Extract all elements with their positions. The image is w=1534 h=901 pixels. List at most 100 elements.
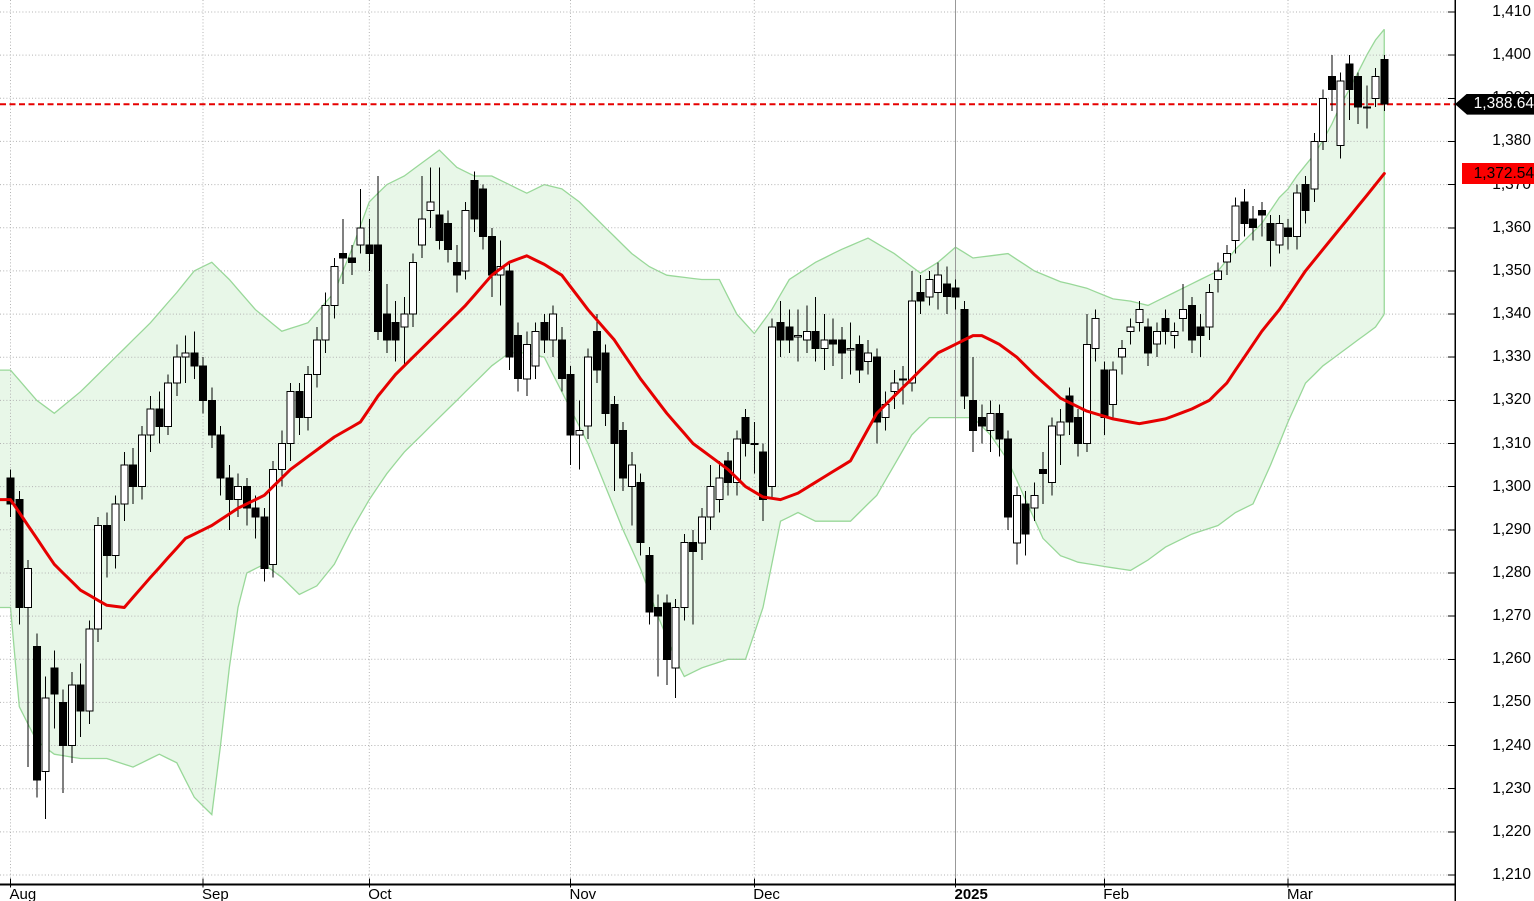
candle	[67, 672, 76, 763]
candle	[1065, 387, 1074, 435]
candle-body-down	[1249, 218, 1257, 229]
candle-body-up	[627, 464, 636, 488]
candle	[584, 348, 592, 440]
candle	[304, 365, 312, 431]
candle	[1021, 491, 1030, 556]
candle-body-down	[190, 352, 199, 367]
candle	[654, 594, 662, 677]
y-axis-label: 1,400	[1492, 46, 1531, 64]
candle-body-down	[1074, 417, 1082, 445]
candle	[146, 396, 155, 453]
candle	[24, 560, 32, 768]
candle-body-down	[435, 214, 444, 242]
candle-body-up	[1126, 326, 1135, 332]
candle-body-down	[199, 365, 207, 401]
candle	[190, 331, 199, 379]
candle	[934, 262, 942, 310]
candle	[365, 219, 374, 271]
candle	[1161, 309, 1170, 345]
candle	[907, 270, 916, 392]
candle	[1179, 283, 1187, 332]
candle-body-up	[111, 503, 120, 557]
candle-body-up	[330, 266, 339, 306]
y-axis-label: 1,270	[1492, 607, 1531, 625]
candle	[592, 314, 601, 384]
candle-body-down	[452, 261, 461, 276]
candle-body-up	[671, 607, 680, 669]
candle-body-down	[741, 417, 750, 445]
candle	[470, 171, 479, 233]
candle	[522, 331, 531, 396]
candle	[977, 404, 986, 444]
candle-body-down	[391, 322, 400, 341]
candle-body-down	[382, 313, 391, 341]
candle-body-down	[487, 235, 496, 276]
candle-body-down	[610, 404, 619, 445]
candle	[1345, 55, 1354, 120]
candle	[1327, 55, 1336, 112]
candle	[601, 344, 610, 427]
candle	[627, 452, 636, 526]
candle-body-down	[1327, 76, 1336, 91]
candle	[951, 279, 960, 310]
band-upper-edge	[0, 28, 1385, 415]
candle-body-down	[960, 309, 969, 397]
candle	[514, 322, 522, 392]
candle	[1214, 262, 1222, 293]
candle-body-up	[321, 304, 330, 341]
candle-body-down	[837, 339, 846, 354]
candle	[1126, 318, 1135, 345]
y-axis-label: 1,410	[1492, 3, 1531, 20]
candle-body-up	[1170, 330, 1179, 337]
candle-body-down	[916, 292, 925, 302]
y-axis-label: 1,360	[1492, 218, 1531, 236]
candle-body-up	[1091, 317, 1100, 350]
candle-body-down	[444, 222, 452, 250]
candle	[1082, 314, 1091, 453]
candle	[750, 421, 759, 474]
ma-line	[0, 172, 1386, 609]
candle	[1205, 283, 1214, 340]
candle	[1266, 214, 1275, 267]
x-axis-label-2025: 2025	[954, 886, 988, 901]
candle	[1091, 309, 1100, 362]
candle-body-up	[1231, 205, 1240, 242]
candle	[339, 219, 347, 284]
candle	[715, 460, 724, 513]
candle-body-down	[1354, 76, 1362, 108]
candle	[1030, 482, 1039, 522]
y-axis-label: 1,260	[1492, 650, 1531, 668]
candle	[1152, 322, 1161, 358]
y-axis-label: 1,280	[1492, 563, 1531, 581]
candle-body-down	[872, 356, 881, 423]
candle-body-down	[1240, 201, 1249, 224]
candle-body-up	[1082, 343, 1091, 444]
ma-price-tag: 1,372.54	[1462, 163, 1534, 185]
candle	[129, 447, 137, 504]
candle-body-down	[1144, 326, 1152, 354]
candle	[767, 318, 776, 500]
candle-body-down	[776, 322, 785, 341]
candle-body-down	[1187, 304, 1196, 341]
candle	[855, 335, 864, 384]
candle	[785, 309, 794, 353]
y-axis-label: 1,250	[1492, 693, 1531, 711]
candle	[811, 296, 820, 362]
candle-body-down	[470, 179, 479, 220]
candle	[426, 167, 435, 228]
candle-body-up	[1205, 292, 1214, 328]
candle-body-up	[312, 339, 321, 375]
candle	[829, 318, 837, 366]
candle-body-up	[277, 443, 286, 470]
candle-body-up	[137, 434, 146, 488]
candle-body-down	[505, 270, 514, 358]
candle-body-up	[1214, 270, 1222, 280]
candle	[155, 391, 164, 444]
candle	[802, 305, 811, 353]
candle-body-down	[32, 645, 41, 781]
candle-body-down	[50, 667, 59, 695]
candle-body-up	[400, 313, 409, 328]
candle	[1074, 409, 1082, 457]
candle	[566, 365, 575, 466]
